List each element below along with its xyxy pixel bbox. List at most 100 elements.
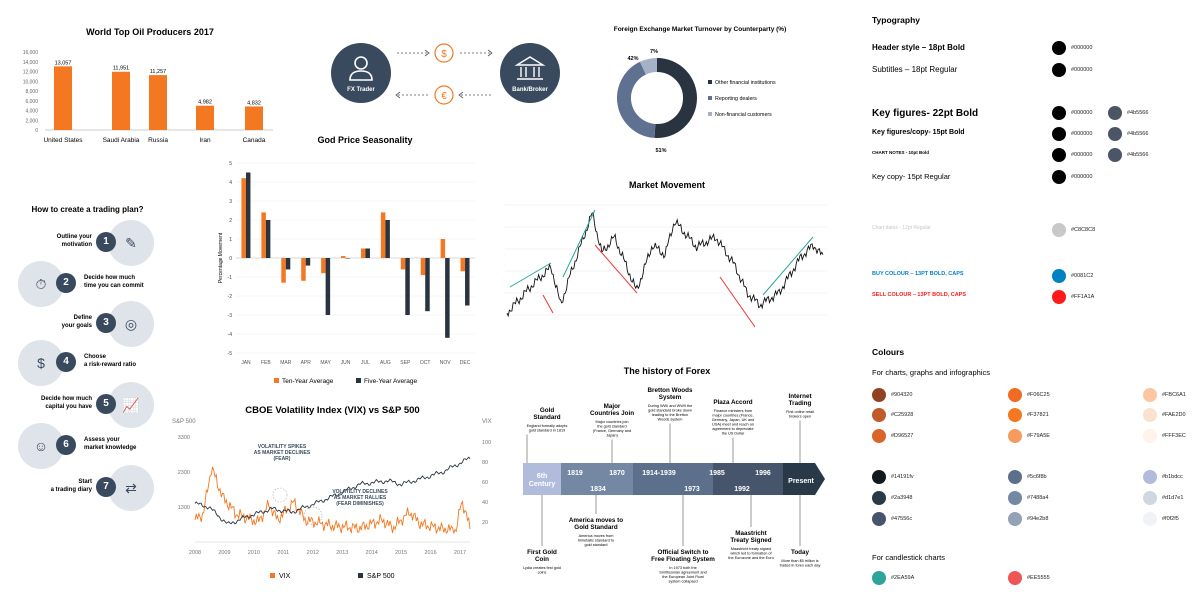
vix-annotation-text: VOLATILITY DECLINES xyxy=(332,489,388,495)
timeline-top-event-title: Major xyxy=(604,403,621,410)
season-bar xyxy=(400,258,406,270)
vix-left-tick: 3300 xyxy=(178,435,190,441)
season-bar xyxy=(380,212,386,258)
typography-sample: Key figures- 22pt Bold xyxy=(872,108,979,119)
vix-x-tick: 2013 xyxy=(336,550,348,556)
vix-title: CBOE Volatility Index (VIX) vs S&P 500 xyxy=(245,405,420,416)
oil-chart-title: World Top Oil Producers 2017 xyxy=(86,27,214,37)
typography-swatch xyxy=(1052,223,1066,237)
step-icon: $ xyxy=(37,355,45,371)
vix-x-tick: 2010 xyxy=(248,550,260,556)
timeline-arrow xyxy=(783,463,825,495)
timeline-bottom-event-title: First Gold xyxy=(527,549,557,556)
colour-hex: #7488a4 xyxy=(1027,495,1049,501)
colour-swatch xyxy=(872,408,886,422)
vix-x-tick: 2015 xyxy=(395,550,407,556)
timeline-year-top: 1914-1939 xyxy=(642,470,676,477)
timeline-segment xyxy=(633,463,713,495)
typography-hex: #4b5566 xyxy=(1127,152,1149,158)
donut-legend-swatch xyxy=(708,80,712,84)
donut-value-label: 51% xyxy=(655,148,666,154)
step-icon: 📈 xyxy=(122,397,140,413)
season-x-tick: SEP xyxy=(400,360,411,366)
candle-hex: #EE5555 xyxy=(1027,575,1050,581)
colour-hex: #f0f2f5 xyxy=(1162,516,1179,522)
timeline-bottom-event-desc: gold standard xyxy=(584,543,607,547)
season-y-tick: 3 xyxy=(229,199,232,205)
colour-hex: #d1d7e1 xyxy=(1162,495,1184,501)
season-bar xyxy=(281,258,286,283)
typography-swatch xyxy=(1052,269,1066,283)
oil-y-tick: 12,000 xyxy=(23,70,39,76)
colour-swatch xyxy=(1143,408,1157,422)
timeline-top-event-desc: agreement to depreciate xyxy=(712,427,753,431)
typography-swatch xyxy=(1052,127,1066,141)
season-x-tick: MAY xyxy=(320,360,331,366)
bank-label: Bank/Broker xyxy=(512,87,548,93)
timeline-year-bottom: 1992 xyxy=(734,486,750,493)
oil-value-label: 13,057 xyxy=(55,60,72,66)
timeline-top-event-desc: the US Dollar xyxy=(722,432,745,436)
oil-y-tick: 8,000 xyxy=(25,89,38,95)
timeline-top-event-title: Bretton Woods xyxy=(647,387,693,394)
colours-sub-charts: For charts, graphs and infographics xyxy=(872,368,990,377)
typography-swatch xyxy=(1052,148,1066,162)
season-bar xyxy=(425,258,430,312)
timeline-segment xyxy=(561,463,633,495)
market-down-trendline xyxy=(719,276,756,328)
timeline-segment xyxy=(713,463,783,495)
season-x-tick: DEC xyxy=(460,360,471,366)
typography-swatch xyxy=(1108,106,1122,120)
timeline-top-event-desc: gold standard broke down xyxy=(648,409,692,413)
season-x-tick: NOV xyxy=(440,360,452,366)
donut-legend-label: Reporting dealers xyxy=(715,96,757,102)
forex-history-title: The history of Forex xyxy=(623,366,711,376)
vix-line xyxy=(194,466,471,535)
vix-right-tick: 100 xyxy=(482,440,491,446)
candle-hex: #2EA59A xyxy=(891,575,915,581)
oil-y-tick: 14,000 xyxy=(23,60,39,66)
colour-hex: #94e2b8 xyxy=(1027,516,1049,522)
timeline-top-event-desc: gold standard in 1819 xyxy=(529,429,566,433)
colour-hex: #F79A5E xyxy=(1027,433,1050,439)
typography-hex: #000000 xyxy=(1071,110,1093,116)
fx-flow-diagram: FX Trader Bank/Broker $ € xyxy=(331,43,560,105)
colour-swatch xyxy=(872,429,886,443)
oil-y-tick: 4,000 xyxy=(25,109,38,115)
step-number: 7 xyxy=(96,477,116,497)
season-bar xyxy=(265,220,271,258)
colour-hex: #FAE2D0 xyxy=(1162,412,1186,418)
colour-hex: #F37821 xyxy=(1027,412,1049,418)
step-icon: ☺ xyxy=(33,438,49,454)
timeline-top-event-desc: Japan) xyxy=(606,434,618,438)
oil-value-label: 4,982 xyxy=(198,100,212,106)
season-legend-swatch xyxy=(356,378,361,383)
oil-category-label: Saudi Arabia xyxy=(103,137,140,144)
timeline-bottom-event-desc: bimetallic standard to xyxy=(578,539,614,543)
step-label: Start a trading diary xyxy=(50,479,92,493)
colour-swatch xyxy=(1008,388,1022,402)
colour-swatch xyxy=(1008,491,1022,505)
timeline-top-event-desc: (France, Germany and xyxy=(593,429,631,433)
colour-swatch xyxy=(872,470,886,484)
typography-hex: #0081C2 xyxy=(1071,273,1094,279)
vix-x-tick: 2016 xyxy=(424,550,436,556)
oil-bar xyxy=(149,75,167,130)
vix-right-axis-title: VIX xyxy=(482,419,492,425)
typography-sample: BUY COLOUR – 13PT BOLD, CAPS xyxy=(872,271,964,277)
donut-legend-swatch xyxy=(708,96,712,100)
vix-x-tick: 2008 xyxy=(189,550,201,556)
season-bar xyxy=(245,172,251,258)
colour-hex: #5c6f8b xyxy=(1027,474,1047,480)
typography-sample: Header style – 18pt Bold xyxy=(872,43,965,52)
typography-hex: #4b5566 xyxy=(1127,131,1149,137)
timeline-top-event-desc: Finance ministers from xyxy=(714,409,752,413)
colours-heading: Colours xyxy=(872,347,905,357)
colour-swatch xyxy=(872,491,886,505)
vix-x-tick: 2011 xyxy=(277,550,289,556)
step-icon: ⏱ xyxy=(35,276,47,292)
timeline-bottom-event-desc: the Eurozone and the Euro xyxy=(728,556,773,560)
donut-legend-label: Other financial institutions xyxy=(715,80,776,86)
